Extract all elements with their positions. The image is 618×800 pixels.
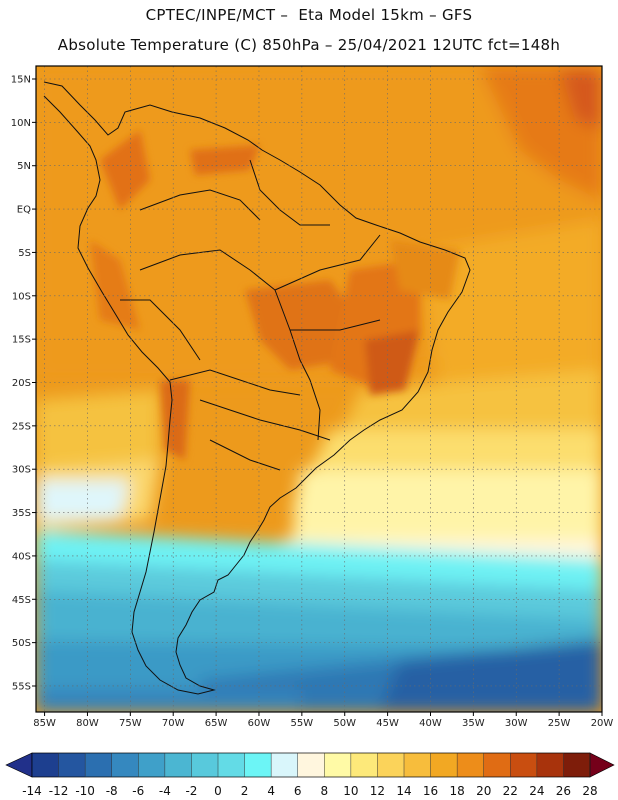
lon-tick-label: 80W — [76, 718, 99, 729]
lat-tick-label: 45S — [12, 595, 31, 606]
colorbar-over-arrow — [589, 752, 615, 778]
lon-tick-label: 55W — [291, 718, 314, 729]
colorbar-swatch — [297, 753, 325, 777]
colorbar-tick-label: 24 — [529, 784, 544, 798]
lat-tick-label: 25S — [12, 421, 31, 432]
colorbar-tick-label: -2 — [185, 784, 197, 798]
lat-tick-label: 5N — [17, 161, 31, 172]
colorbar-swatch — [271, 753, 299, 777]
colorbar-under-arrow — [5, 752, 33, 778]
colorbar-tick-label: 10 — [343, 784, 358, 798]
colorbar-swatch — [244, 753, 272, 777]
lon-tick-label: 75W — [119, 718, 142, 729]
colorbar-tick-label: -4 — [159, 784, 171, 798]
lat-tick-label: 50S — [12, 638, 31, 649]
lon-tick-label: 30W — [505, 718, 528, 729]
coastline — [43, 81, 471, 695]
lat-tick-label: 30S — [12, 465, 31, 476]
lat-tick-label: EQ — [17, 205, 31, 216]
latitude-axis: 15N 10N 5N EQ 5S 10S 15S 20S 25S 30S 35S 40S 45S 50S 5… — [11, 75, 36, 692]
colorbar-tick-label: 2 — [241, 784, 249, 798]
lon-tick-label: 25W — [548, 718, 571, 729]
colorbar-swatch — [536, 753, 564, 777]
colorbar-tick-label: 4 — [267, 784, 275, 798]
colorbar-tick-label: 12 — [370, 784, 385, 798]
title-line-1: CPTEC/INPE/MCT – Eta Model 15km – GFS — [145, 6, 473, 24]
colorbar: -14 -12 -10 -8 -6 -4 -2 0 2 4 6 8 10 12 14 16 18 20 22 24 26… — [5, 752, 615, 798]
colorbar-swatch — [324, 753, 352, 777]
colorbar-tick-label: 0 — [214, 784, 222, 798]
colorbar-tick-label: -8 — [106, 784, 118, 798]
lat-tick-label: 40S — [12, 551, 31, 562]
colorbar-swatch — [563, 753, 591, 777]
colorbar-tick-label: 28 — [582, 784, 597, 798]
lat-tick-label: 55S — [12, 681, 31, 692]
lon-tick-label: 45W — [376, 718, 399, 729]
lon-tick-label: 65W — [205, 718, 228, 729]
colorbar-tick-label: 26 — [556, 784, 571, 798]
colorbar-swatch — [218, 753, 245, 777]
colorbar-swatch — [164, 753, 192, 777]
lon-tick-label: 35W — [462, 718, 485, 729]
colorbar-tick-label: 14 — [396, 784, 411, 798]
lon-tick-label: 50W — [333, 718, 356, 729]
lon-tick-label: 40W — [419, 718, 442, 729]
colorbar-swatch — [430, 753, 458, 777]
colorbar-tick-label: 16 — [423, 784, 438, 798]
colorbar-tick-label: -12 — [49, 784, 69, 798]
colorbar-swatch — [111, 753, 139, 777]
title-line-2: Absolute Temperature (C) 850hPa – 25/04/… — [57, 36, 561, 54]
colorbar-tick-label: 20 — [476, 784, 491, 798]
colorbar-swatch — [85, 753, 113, 777]
colorbar-tick-label: -14 — [22, 784, 42, 798]
lat-tick-label: 20S — [12, 378, 31, 389]
colorbar-tick-label: 22 — [503, 784, 518, 798]
lat-tick-label: 15N — [11, 75, 31, 86]
lon-tick-label: 70W — [162, 718, 185, 729]
lon-tick-label: 85W — [33, 718, 56, 729]
longitude-axis: 85W 80W 75W 70W 65W 60W 55W 50W 45W 40W 35W 30W 25W 2… — [33, 712, 613, 729]
colorbar-swatch — [191, 753, 219, 777]
colorbar-swatch — [350, 753, 378, 777]
colorbar-swatch — [404, 753, 431, 777]
lon-tick-label: 60W — [248, 718, 271, 729]
colorbar-swatch — [510, 753, 538, 777]
map-frame — [35, 65, 603, 713]
colorbar-swatch — [58, 753, 86, 777]
lat-tick-label: 35S — [12, 508, 31, 519]
lat-tick-label: 10S — [12, 291, 31, 302]
colorbar-tick-label: -6 — [132, 784, 144, 798]
lat-tick-label: 15S — [12, 335, 31, 346]
lat-tick-label: 5S — [18, 248, 31, 259]
colorbar-swatch — [32, 753, 59, 777]
colorbar-swatch — [457, 753, 485, 777]
colorbar-tick-label: 8 — [320, 784, 328, 798]
lon-tick-label: 20W — [591, 718, 614, 729]
colorbar-tick-label: -10 — [75, 784, 95, 798]
temperature-field — [36, 66, 602, 712]
colorbar-tick-label: 6 — [294, 784, 302, 798]
colorbar-swatch — [483, 753, 511, 777]
colorbar-tick-label: 18 — [450, 784, 465, 798]
colorbar-swatch — [377, 753, 405, 777]
colorbar-swatch — [138, 753, 166, 777]
lat-tick-label: 10N — [11, 118, 31, 129]
